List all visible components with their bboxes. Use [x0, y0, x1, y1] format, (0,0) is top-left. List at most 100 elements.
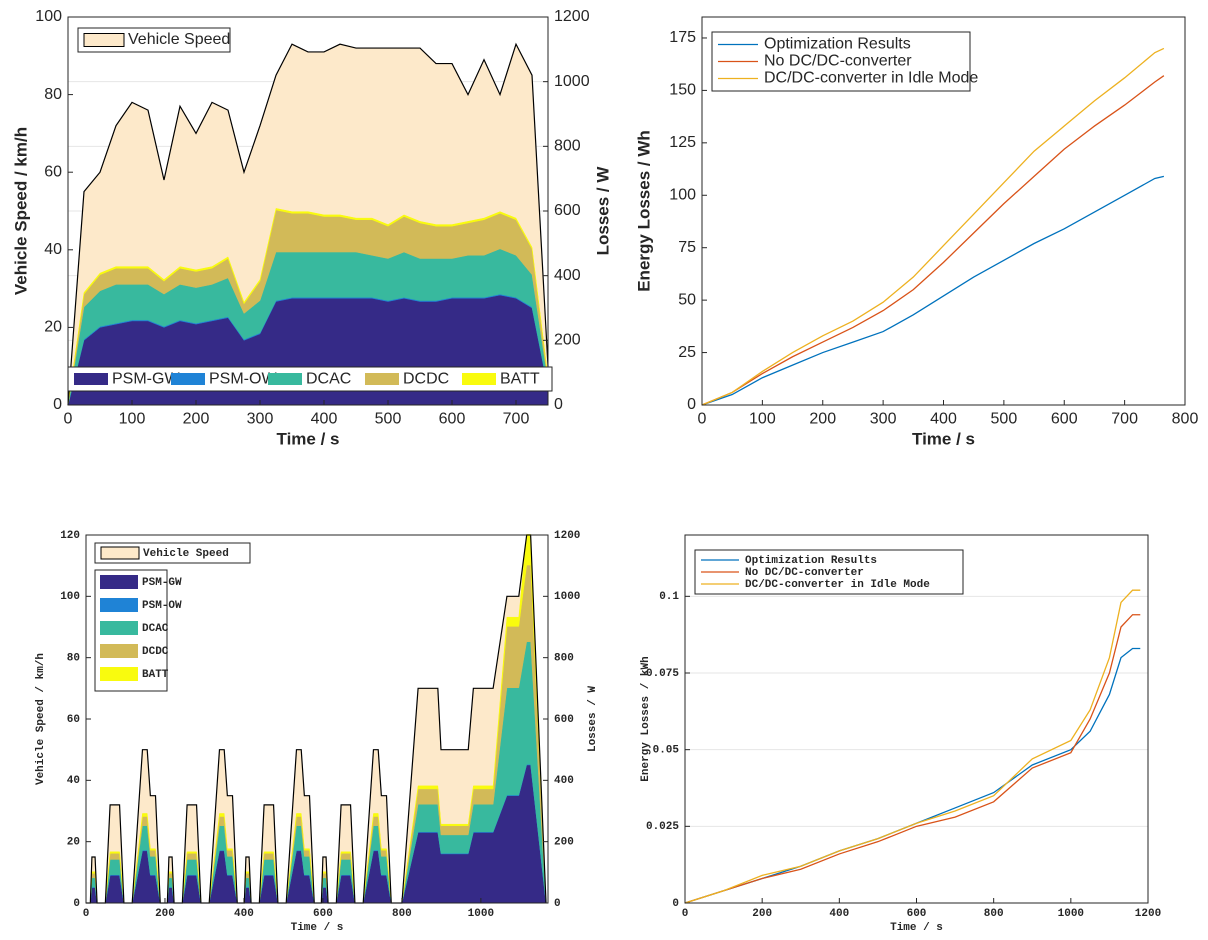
legend-label: Vehicle Speed [128, 31, 230, 48]
y-tick-label: 0 [73, 898, 80, 910]
y2-tick-label: 400 [554, 267, 581, 284]
x-tick-label: 0 [64, 411, 73, 428]
legend-swatch [365, 373, 399, 385]
x-tick-label: 200 [155, 908, 175, 920]
y2-tick-label: 1000 [554, 73, 590, 90]
y2-axis-title: Losses / W [593, 166, 612, 256]
y-axis-title: Energy Losses / kWh [640, 656, 652, 781]
x-tick-label: 700 [503, 411, 530, 428]
y-tick-label: 0 [53, 396, 62, 413]
y-tick-label: 0.025 [646, 821, 679, 833]
legend-swatch [100, 546, 140, 560]
y-tick-label: 20 [67, 837, 80, 849]
legend-label: DC/DC-converter in Idle Mode [745, 579, 930, 591]
x-tick-label: 100 [749, 411, 776, 428]
x-axis-title: Time / s [912, 430, 975, 449]
y2-tick-label: 600 [554, 202, 581, 219]
legend-label: Vehicle Speed [143, 548, 229, 560]
x-tick-label: 600 [907, 908, 927, 920]
x-tick-label: 300 [870, 411, 897, 428]
x-tick-label: 600 [439, 411, 466, 428]
legend-swatch [100, 644, 138, 658]
x-tick-label: 1000 [468, 908, 494, 920]
x-tick-label: 800 [392, 908, 412, 920]
legend-swatch [74, 373, 108, 385]
x-tick-label: 300 [247, 411, 274, 428]
legend-swatch [83, 33, 125, 47]
x-tick-label: 400 [930, 411, 957, 428]
y2-tick-label: 600 [554, 714, 574, 726]
x-tick-label: 1200 [1135, 908, 1161, 920]
y-tick-label: 75 [678, 239, 696, 256]
legend-label: DCDC [403, 371, 449, 388]
y-tick-label: 50 [678, 291, 696, 308]
line-series [701, 75, 1165, 406]
line-series [684, 647, 1141, 904]
y2-tick-label: 1200 [554, 530, 580, 542]
legend-swatch [100, 621, 138, 635]
chart-panel: 0 100 200 300 400 500 600 700020406080100020040… [11, 8, 612, 448]
y-tick-label: 80 [44, 86, 62, 103]
x-tick-label: 1000 [1058, 908, 1084, 920]
y-tick-label: 0.1 [659, 591, 679, 603]
legend-swatch [171, 373, 205, 385]
y2-tick-label: 1200 [554, 8, 590, 25]
x-tick-label: 200 [752, 908, 772, 920]
x-tick-label: 500 [991, 411, 1018, 428]
y-tick-label: 125 [669, 134, 696, 151]
x-tick-label: 700 [1111, 411, 1138, 428]
line-series [701, 175, 1165, 406]
y-tick-label: 0.075 [646, 668, 679, 680]
y2-tick-label: 200 [554, 332, 581, 349]
x-tick-label: 800 [984, 908, 1004, 920]
legend-box [694, 549, 964, 595]
legend-label: PSM-GW [142, 577, 182, 589]
x-tick-label: 600 [1051, 411, 1078, 428]
y-tick-label: 60 [44, 163, 62, 180]
chart-panel: 0 200 400 600 800 1000 1200 0 0.025 0.05 0.075 0.1 T… [640, 534, 1161, 934]
line-series [684, 589, 1141, 904]
y-tick-label: 40 [67, 775, 80, 787]
y-tick-label: 175 [669, 29, 696, 46]
line-series [701, 47, 1165, 406]
legend-label: No DC/DC-converter [745, 567, 864, 579]
x-tick-label: 0 [83, 908, 90, 920]
y-tick-label: 0 [687, 396, 696, 413]
legend-label: DCAC [306, 371, 351, 388]
legend-label: Optimization Results [745, 555, 877, 567]
y-axis-title: Vehicle Speed / km/h [35, 653, 47, 785]
speed-line [67, 42, 549, 406]
legend-swatch [100, 598, 138, 612]
x-axis-title: Time / s [890, 922, 943, 934]
x-tick-label: 0 [698, 411, 707, 428]
y-tick-label: 100 [60, 591, 80, 603]
legend-label: DCDC [142, 646, 169, 658]
chart-panel: 0 100 200 300 400 500 600 700 800 0 25 50 75 100 125 15… [634, 16, 1198, 449]
y-tick-label: 150 [669, 82, 696, 99]
y-tick-label: 80 [67, 653, 80, 665]
legend-swatch [462, 373, 496, 385]
x-tick-label: 200 [183, 411, 210, 428]
legend-label: Optimization Results [764, 36, 911, 53]
legend-label: DC/DC-converter in Idle Mode [764, 70, 978, 87]
y2-axis-title: Losses / W [587, 686, 599, 752]
y-tick-label: 100 [669, 186, 696, 203]
y2-tick-label: 1000 [554, 591, 580, 603]
legend-label: PSM-GW [112, 371, 180, 388]
legend-swatch [268, 373, 302, 385]
y-tick-label: 25 [678, 344, 696, 361]
x-tick-label: 400 [234, 908, 254, 920]
y-tick-label: 0 [672, 898, 679, 910]
x-axis-title: Time / s [291, 922, 344, 934]
y-tick-label: 20 [44, 319, 62, 336]
y2-tick-label: 0 [554, 396, 563, 413]
legend-label: PSM-OW [209, 371, 277, 388]
y-tick-label: 100 [35, 8, 62, 25]
x-tick-label: 500 [375, 411, 402, 428]
y-tick-label: 0.05 [653, 745, 680, 757]
legend-swatch [100, 575, 138, 589]
x-tick-label: 100 [119, 411, 146, 428]
x-axis-title: Time / s [277, 430, 340, 449]
legend-label: BATT [142, 669, 169, 681]
x-tick-label: 400 [829, 908, 849, 920]
